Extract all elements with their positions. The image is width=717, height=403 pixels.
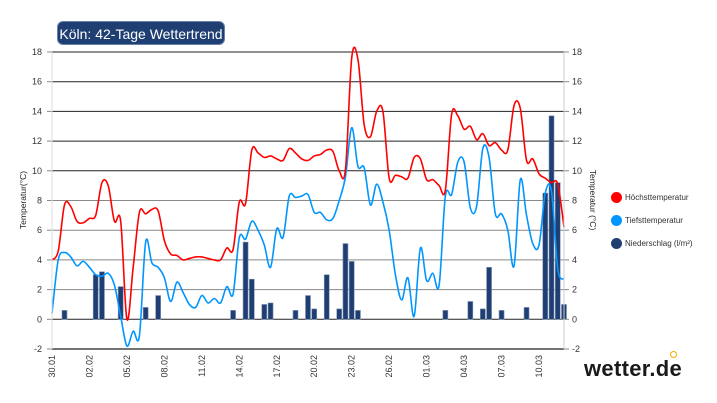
y-axis-label-left: Temperatur(°C) (18, 171, 28, 229)
precipitation-bar (230, 310, 236, 320)
x-tick-label: 08.02 (159, 355, 169, 378)
y-tick-label-right: 4 (572, 255, 577, 265)
legend-item-low[interactable]: Tiefsttemperatur (611, 209, 693, 232)
y-tick-label-left: 16 (32, 77, 42, 87)
chart-title: Köln: 42-Tage Wettertrend (57, 21, 225, 45)
precipitation-bar (242, 241, 249, 320)
x-tick-label: 11.02 (197, 355, 207, 377)
y-tick-label-right: 18 (572, 47, 582, 57)
legend-item-high[interactable]: Höchsttemperatur (611, 186, 693, 209)
precipitation-bar (267, 302, 274, 320)
precipitation-bar (92, 274, 99, 320)
precipitation-bar (467, 301, 474, 320)
x-tick-label: 30.01 (47, 355, 57, 378)
x-tick-label: 20.02 (309, 355, 319, 378)
legend-label: Höchsttemperatur (625, 193, 689, 202)
y-tick-label-right: -2 (572, 344, 580, 354)
y-axis-label-right: Temperatur (°C) (588, 170, 598, 231)
y-tick-label-left: 18 (32, 47, 42, 57)
logo-ring-icon (670, 351, 677, 358)
precipitation-bar (305, 295, 311, 320)
legend-label: Niederschlag (l/m²) (625, 239, 693, 248)
precipitation-bar (498, 310, 505, 320)
y-tick-label-right: 2 (572, 285, 577, 295)
precipitation-bar (261, 304, 268, 320)
navy-dot-icon (611, 238, 622, 249)
precipitation-bar (155, 295, 161, 320)
high-temperature-line (51, 46, 565, 321)
x-tick-label: 05.02 (122, 355, 132, 378)
blue-dot-icon (611, 215, 622, 226)
y-tick-label-left: 2 (37, 285, 42, 295)
precipitation-bar (61, 310, 68, 320)
precipitation-bar (342, 243, 349, 320)
y-tick-label-left: 14 (32, 106, 42, 116)
y-tick-label-left: 10 (32, 166, 42, 176)
red-dot-icon (611, 192, 622, 203)
precipitation-bar (142, 307, 149, 320)
precipitation-bar (336, 308, 343, 320)
precipitation-bar (249, 278, 255, 320)
x-tick-label: 01.03 (422, 355, 432, 378)
y-tick-label-right: 16 (572, 77, 582, 87)
y-tick-label-left: 0 (37, 314, 42, 324)
wetter-de-logo: wetter.de (584, 356, 683, 381)
y-tick-label-right: 8 (572, 196, 577, 206)
x-tick-label: 10.03 (534, 355, 544, 378)
precipitation-bar (311, 308, 318, 320)
y-tick-label-right: 10 (572, 166, 582, 176)
y-tick-label-left: 12 (32, 136, 42, 146)
precipitation-bar (99, 271, 105, 320)
precipitation-bar (292, 310, 299, 320)
x-tick-label: 14.02 (234, 355, 244, 378)
precipitation-bar (442, 310, 449, 320)
legend: Höchsttemperatur Tiefsttemperatur Nieder… (611, 186, 693, 255)
x-tick-label: 02.02 (84, 355, 94, 378)
y-tick-label-left: 8 (37, 196, 42, 206)
precipitation-bar (355, 310, 361, 320)
precipitation-bar (480, 308, 486, 320)
low-temperature-line (51, 126, 565, 347)
y-tick-label-left: 6 (37, 225, 42, 235)
y-tick-label-left: 4 (37, 255, 42, 265)
x-tick-label: 17.02 (272, 355, 282, 378)
x-tick-label: 23.02 (347, 355, 357, 378)
y-tick-label-right: 0 (572, 314, 577, 324)
y-tick-label-right: 14 (572, 106, 582, 116)
y-tick-label-right: 12 (572, 136, 582, 146)
x-tick-label: 07.03 (497, 355, 507, 378)
precipitation-bar (486, 267, 492, 320)
precipitation-bar (348, 261, 355, 320)
legend-item-precip[interactable]: Niederschlag (l/m²) (611, 232, 693, 255)
precipitation-bar (523, 307, 530, 320)
y-tick-label-left: -2 (34, 344, 42, 354)
x-tick-label: 26.02 (384, 355, 394, 378)
precipitation-bar (323, 274, 330, 320)
x-tick-label: 04.03 (459, 355, 469, 378)
y-tick-label-right: 6 (572, 225, 577, 235)
legend-label: Tiefsttemperatur (625, 216, 683, 225)
